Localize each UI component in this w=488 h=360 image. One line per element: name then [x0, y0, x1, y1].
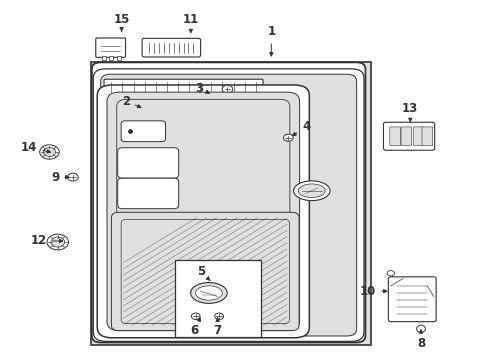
Ellipse shape	[47, 234, 68, 250]
Text: 10: 10	[359, 285, 386, 298]
Text: 3: 3	[195, 82, 209, 95]
Ellipse shape	[298, 184, 325, 198]
FancyBboxPatch shape	[400, 127, 411, 145]
FancyBboxPatch shape	[104, 79, 263, 95]
Ellipse shape	[67, 173, 78, 181]
FancyBboxPatch shape	[118, 178, 178, 209]
Text: 7: 7	[213, 318, 221, 337]
Ellipse shape	[386, 271, 394, 276]
Ellipse shape	[214, 313, 223, 319]
Text: 15: 15	[113, 13, 129, 31]
FancyBboxPatch shape	[109, 56, 113, 60]
FancyBboxPatch shape	[412, 127, 423, 145]
FancyBboxPatch shape	[118, 148, 178, 178]
Text: 6: 6	[190, 318, 200, 337]
Text: 4: 4	[292, 121, 310, 136]
Ellipse shape	[190, 283, 227, 303]
FancyBboxPatch shape	[142, 39, 200, 57]
FancyBboxPatch shape	[389, 127, 400, 145]
Ellipse shape	[416, 325, 425, 332]
FancyBboxPatch shape	[175, 260, 260, 337]
FancyBboxPatch shape	[117, 99, 289, 323]
FancyBboxPatch shape	[102, 56, 106, 60]
FancyBboxPatch shape	[383, 122, 434, 150]
Ellipse shape	[191, 313, 200, 319]
Text: 2: 2	[122, 95, 141, 108]
FancyBboxPatch shape	[92, 62, 365, 342]
FancyBboxPatch shape	[97, 85, 309, 338]
FancyBboxPatch shape	[117, 56, 121, 60]
FancyBboxPatch shape	[121, 121, 165, 141]
FancyBboxPatch shape	[421, 127, 432, 145]
Ellipse shape	[222, 85, 232, 93]
FancyBboxPatch shape	[387, 277, 435, 321]
FancyBboxPatch shape	[101, 74, 356, 336]
Text: 5: 5	[197, 265, 210, 281]
Text: 11: 11	[183, 13, 199, 33]
Text: 13: 13	[401, 103, 418, 122]
Text: 14: 14	[21, 140, 50, 153]
Text: 8: 8	[416, 330, 424, 350]
Text: 1: 1	[267, 25, 275, 56]
Ellipse shape	[283, 134, 293, 141]
Text: 9: 9	[51, 171, 69, 184]
Ellipse shape	[293, 181, 329, 201]
Text: 12: 12	[31, 234, 62, 247]
Ellipse shape	[51, 237, 64, 247]
Ellipse shape	[195, 286, 222, 300]
FancyBboxPatch shape	[91, 62, 370, 345]
FancyBboxPatch shape	[107, 92, 299, 330]
FancyBboxPatch shape	[96, 38, 125, 57]
Ellipse shape	[43, 148, 56, 157]
FancyBboxPatch shape	[111, 212, 299, 330]
Ellipse shape	[40, 145, 59, 159]
